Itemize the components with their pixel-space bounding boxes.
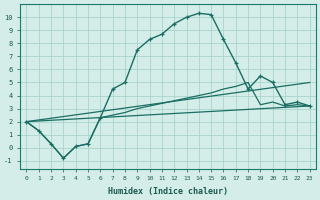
- X-axis label: Humidex (Indice chaleur): Humidex (Indice chaleur): [108, 187, 228, 196]
